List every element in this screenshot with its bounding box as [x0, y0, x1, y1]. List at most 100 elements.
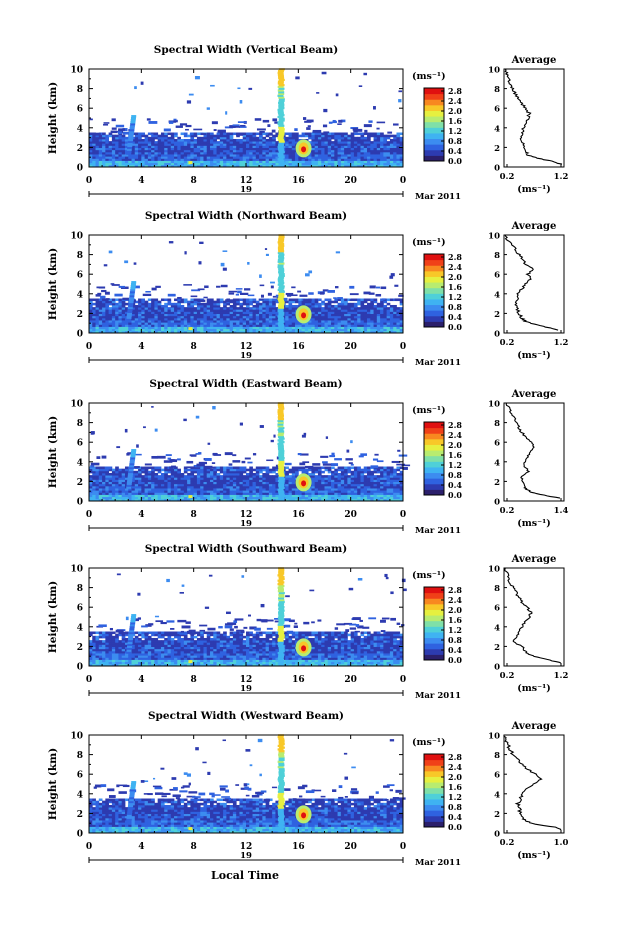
- heatmap-cell: [164, 483, 168, 487]
- heatmap-cell: [229, 328, 234, 332]
- heatmap-cell: [285, 488, 289, 491]
- heatmap-cell: [121, 485, 126, 489]
- heatmap-cell: [307, 125, 311, 128]
- heatmap-cell: [278, 149, 285, 152]
- heatmap-cell: [331, 324, 335, 327]
- heatmap-cell: [164, 477, 168, 480]
- heatmap-cell: [331, 313, 335, 317]
- heatmap-cell: [298, 158, 303, 161]
- heatmap-cell: [170, 498, 175, 502]
- heatmap-cell: [252, 326, 257, 330]
- heatmap-cell: [108, 326, 113, 330]
- heatmap-cell: [200, 490, 204, 493]
- heatmap-cell: [344, 307, 348, 310]
- heatmap-cell: [301, 494, 306, 498]
- heatmap-cell: [277, 310, 284, 313]
- heatmap-cell: [151, 490, 155, 493]
- heatmap-cell: [229, 315, 234, 319]
- heatmap-cell: [226, 317, 231, 321]
- heatmap-cell: [321, 317, 325, 321]
- heatmap-cell: [134, 324, 139, 327]
- heatmap-cell: [301, 300, 306, 304]
- heatmap-cell: [157, 315, 162, 319]
- heatmap-cell: [363, 72, 368, 76]
- heatmap-cell: [102, 164, 106, 168]
- heatmap-cell: [177, 477, 181, 480]
- heatmap-cell: [183, 317, 188, 321]
- heatmap-cell: [210, 141, 214, 144]
- heatmap-cell: [213, 300, 217, 304]
- heatmap-cell: [183, 313, 188, 317]
- heatmap-cell: [157, 311, 162, 314]
- heatmap-cell: [337, 123, 342, 125]
- heatmap-cell: [144, 309, 149, 312]
- heatmap-cell: [278, 133, 285, 136]
- heatmap-cell: [265, 488, 270, 491]
- heatmap-cell: [383, 481, 388, 485]
- heatmap-cell: [108, 483, 113, 487]
- heatmap-cell: [164, 330, 168, 334]
- colorbar-tick-label: 2.8: [448, 252, 462, 262]
- heatmap-cell: [223, 488, 227, 491]
- heatmap-cell: [131, 145, 136, 148]
- heatmap-cell: [105, 485, 110, 489]
- heatmap-cell: [187, 154, 191, 157]
- heatmap-cell: [242, 302, 247, 306]
- heatmap-cell: [157, 470, 162, 474]
- heatmap-cell: [334, 298, 338, 302]
- heatmap-cell: [108, 300, 113, 304]
- heatmap-cell: [129, 292, 135, 296]
- heatmap-cell: [242, 330, 247, 334]
- heatmap-cell: [304, 496, 309, 500]
- heatmap-cell: [259, 309, 263, 312]
- heatmap-cell: [321, 481, 325, 485]
- heatmap-cell: [324, 330, 329, 334]
- heatmap-cell: [170, 315, 175, 319]
- heatmap-cell: [389, 485, 394, 489]
- heatmap-cell: [340, 158, 345, 161]
- heatmap-cell: [213, 304, 217, 308]
- heatmap-cell: [193, 132, 198, 136]
- heatmap-cell: [298, 498, 303, 502]
- heatmap-cell: [108, 147, 113, 151]
- heatmap-cell: [131, 160, 136, 164]
- heatmap-cell: [213, 145, 217, 148]
- heatmap-cell: [124, 154, 129, 157]
- heatmap-cell: [386, 488, 391, 491]
- heatmap-cell: [98, 138, 103, 142]
- heatmap-cell: [144, 138, 149, 142]
- heatmap-cell: [272, 317, 276, 321]
- heatmap-cell: [187, 315, 191, 319]
- heatmap-cell: [160, 147, 165, 151]
- heatmap-cell: [200, 494, 204, 498]
- heatmap-cell: [314, 307, 319, 310]
- heatmap-cell: [311, 151, 316, 155]
- heatmap-cell: [367, 162, 371, 166]
- heatmap-cell: [144, 475, 149, 478]
- heatmap-cell: [275, 154, 280, 157]
- heatmap-cell: [167, 490, 172, 493]
- heatmap-cell: [115, 330, 119, 334]
- xtick-label: 4: [138, 176, 144, 186]
- heatmap-cell: [213, 320, 217, 323]
- heatmap-cell: [335, 93, 339, 97]
- heatmap-cell: [118, 317, 123, 321]
- heatmap-cell: [118, 498, 123, 502]
- heatmap-cell: [278, 255, 285, 258]
- heatmap-cell: [249, 138, 253, 142]
- heatmap-cell: [353, 320, 358, 323]
- heatmap-cell: [154, 132, 159, 136]
- heatmap-cell: [147, 309, 152, 312]
- heatmap-cell: [314, 492, 319, 495]
- heatmap-cell: [278, 98, 285, 101]
- heatmap-cell: [360, 317, 365, 321]
- heatmap-cell: [147, 311, 152, 314]
- heatmap-cell: [396, 485, 401, 489]
- heatmap-cell: [151, 479, 155, 482]
- heatmap-cell: [151, 466, 155, 470]
- heatmap-cell: [350, 490, 355, 493]
- heatmap-cell: [128, 496, 132, 500]
- heatmap-cell: [259, 479, 263, 482]
- heatmap-cell: [393, 492, 397, 495]
- heatmap-cell: [268, 324, 273, 327]
